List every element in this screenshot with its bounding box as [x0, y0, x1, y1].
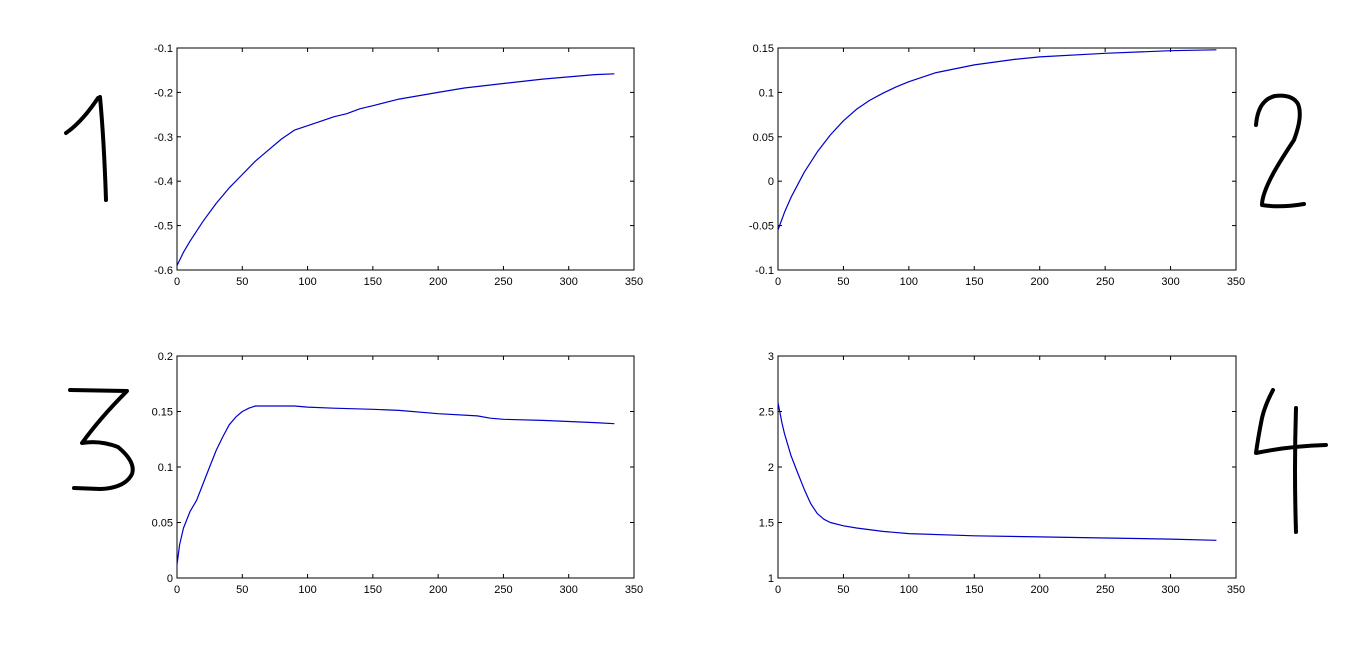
x-tick-label: 150 — [364, 276, 382, 288]
y-tick-label: 3 — [768, 351, 774, 363]
y-tick-label: 1 — [768, 573, 774, 585]
x-tick-label: 200 — [429, 584, 447, 596]
y-tick-label: 2.5 — [759, 407, 774, 419]
axes-frame — [777, 47, 1237, 271]
panel-4: 0 50 100 150 200 250 300 350 1 1.5 2 2.5 3 — [759, 351, 1245, 596]
x-tick-label: 300 — [560, 276, 578, 288]
axes-frame — [777, 355, 1237, 579]
x-tick-label: 0 — [775, 276, 781, 288]
x-tick-label: 150 — [364, 584, 382, 596]
y-tick-label: 1.5 — [759, 518, 774, 530]
y-tick-label: -0.4 — [154, 176, 173, 188]
y-tick-label: 0.1 — [759, 87, 774, 99]
y-tick-label: 0.15 — [152, 407, 173, 419]
x-tick-label: 150 — [965, 584, 983, 596]
x-tick-label: 200 — [429, 276, 447, 288]
x-tick-label: 300 — [1161, 276, 1179, 288]
handwritten-numeral-3 — [68, 388, 135, 491]
x-tick-label: 100 — [298, 584, 316, 596]
y-tick-label: -0.5 — [154, 221, 173, 233]
x-tick-label: 50 — [837, 276, 849, 288]
y-tick-label: -0.6 — [154, 265, 173, 277]
y-tick-label: 2 — [768, 462, 774, 474]
x-tick-label: 250 — [1096, 584, 1114, 596]
y-tick-label: -0.3 — [154, 132, 173, 144]
x-tick-label: 50 — [236, 276, 248, 288]
x-tick-label: 100 — [298, 276, 316, 288]
x-tick-label: 250 — [1096, 276, 1114, 288]
x-tick-label: 50 — [236, 584, 248, 596]
handwritten-numeral-1 — [64, 95, 108, 202]
handwritten-numeral-2 — [1254, 93, 1306, 209]
handwritten-numeral-4 — [1254, 388, 1328, 534]
series-line — [777, 49, 1217, 231]
x-tick-label: 200 — [1031, 276, 1049, 288]
panel-2: 0 50 100 150 200 250 300 350 -0.1 -0.05 0 0.05 0.1 0.… — [749, 43, 1245, 288]
series-line — [777, 402, 1217, 541]
y-tick-label: -0.1 — [755, 265, 774, 277]
y-tick-label: -0.05 — [749, 221, 774, 233]
x-tick-label: 0 — [174, 276, 180, 288]
x-tick-label: 300 — [560, 584, 578, 596]
x-tick-label: 350 — [1227, 584, 1245, 596]
axes-frame — [176, 47, 635, 271]
y-tick-label: 0.1 — [158, 462, 173, 474]
x-tick-label: 350 — [625, 584, 643, 596]
panel-3: 0 50 100 150 200 250 300 350 0 0.05 0.1 0.15 0.2 — [152, 351, 644, 596]
x-tick-label: 150 — [965, 276, 983, 288]
x-tick-label: 250 — [494, 584, 512, 596]
x-tick-label: 250 — [494, 276, 512, 288]
x-tick-label: 300 — [1161, 584, 1179, 596]
x-tick-label: 100 — [900, 276, 918, 288]
y-tick-label: 0 — [768, 176, 774, 188]
series-line — [176, 73, 615, 266]
x-tick-label: 350 — [625, 276, 643, 288]
x-tick-label: 0 — [174, 584, 180, 596]
y-tick-label: 0 — [167, 573, 173, 585]
y-tick-label: -0.2 — [154, 87, 173, 99]
y-tick-label: -0.1 — [154, 43, 173, 55]
y-tick-label: 0.15 — [753, 43, 774, 55]
x-tick-label: 0 — [775, 584, 781, 596]
x-tick-label: 50 — [837, 584, 849, 596]
x-tick-label: 200 — [1031, 584, 1049, 596]
y-tick-label: 0.2 — [158, 351, 173, 363]
y-tick-label: 0.05 — [753, 132, 774, 144]
axes-frame — [176, 355, 635, 579]
y-tick-label: 0.05 — [152, 518, 173, 530]
x-tick-label: 100 — [900, 584, 918, 596]
panel-1: 0 50 100 150 200 250 300 350 -0.6 -0.5 -0.4 -0.3 -0.… — [154, 43, 643, 288]
x-tick-label: 350 — [1227, 276, 1245, 288]
series-line — [176, 405, 615, 565]
